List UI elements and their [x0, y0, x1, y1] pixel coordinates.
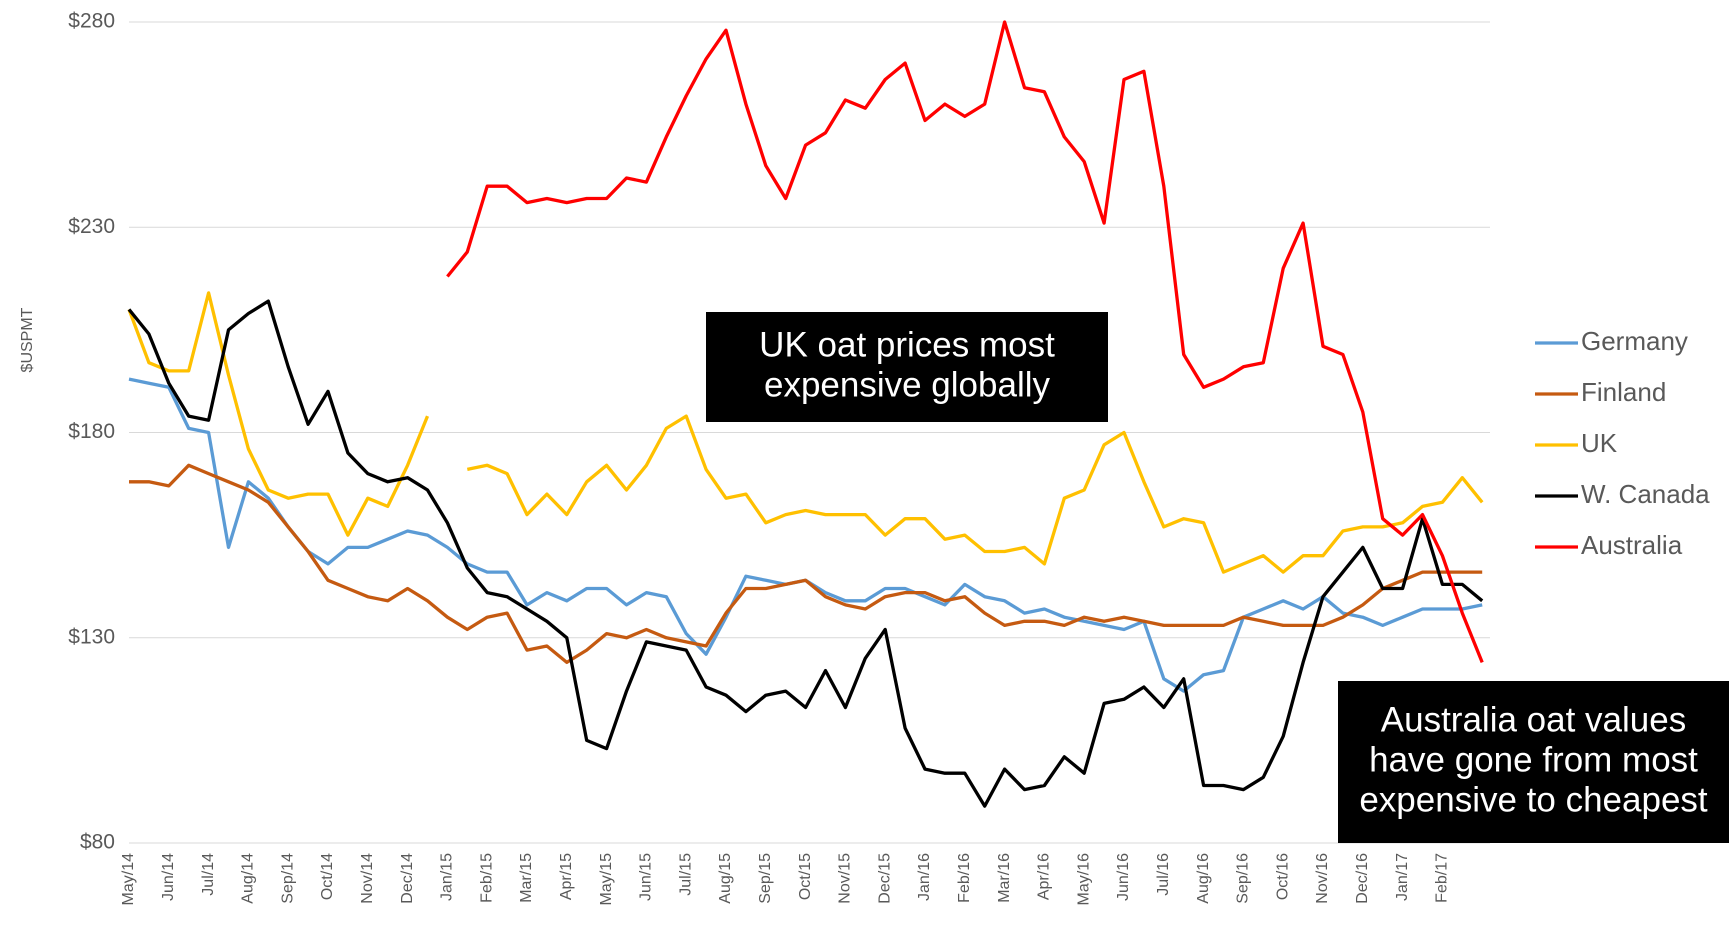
x-tick-label: Dec/14 — [399, 853, 416, 904]
x-tick-label: Dec/15 — [876, 853, 893, 904]
x-tick-label: Aug/14 — [240, 853, 257, 904]
x-tick-label: Feb/15 — [478, 853, 495, 903]
legend-item: Finland — [1535, 377, 1666, 407]
legend-label: UK — [1581, 428, 1618, 458]
x-tick-label: Apr/16 — [1036, 853, 1053, 900]
x-tick-label: Dec/16 — [1354, 853, 1371, 904]
annotation-text: expensive globally — [764, 365, 1051, 404]
annotation-text: expensive to cheapest — [1359, 780, 1708, 819]
series-line — [128, 377, 1483, 693]
x-tick-label: Nov/15 — [837, 853, 854, 904]
x-tick-label: May/16 — [1075, 853, 1092, 906]
x-tick-label: Jun/15 — [638, 853, 655, 901]
series-line — [129, 463, 1483, 665]
legend-item: W. Canada — [1535, 479, 1710, 509]
x-tick-label: Sep/15 — [757, 853, 774, 904]
legend-item: UK — [1535, 428, 1618, 458]
y-tick-label: $80 — [80, 831, 115, 854]
x-tick-label: Feb/17 — [1434, 853, 1451, 903]
y-tick-label: $130 — [68, 625, 115, 648]
x-tick-label: Jul/16 — [1155, 853, 1172, 896]
x-tick-label: Nov/16 — [1314, 853, 1331, 904]
x-tick-label: Apr/15 — [558, 853, 575, 900]
annotation-text: UK oat prices most — [759, 325, 1055, 364]
x-tick-label: Mar/15 — [518, 853, 535, 903]
x-tick-label: Oct/14 — [319, 853, 336, 900]
y-tick-label: $230 — [68, 215, 115, 238]
x-tick-label: Jul/14 — [200, 853, 217, 896]
series-line — [127, 291, 1484, 574]
x-tick-label: Jan/15 — [439, 853, 456, 901]
y-tick-label: $180 — [68, 420, 115, 443]
annotation-text: have gone from most — [1369, 740, 1698, 779]
x-tick-label: Feb/16 — [956, 853, 973, 903]
x-tick-label: Mar/16 — [996, 853, 1013, 903]
x-tick-label: Oct/16 — [1274, 853, 1291, 900]
legend-item: Australia — [1535, 530, 1683, 560]
x-tick-label: Oct/15 — [797, 853, 814, 900]
x-tick-label: Sep/16 — [1235, 853, 1252, 904]
x-tick-label: May/14 — [120, 853, 137, 906]
annotation-box — [1338, 681, 1729, 843]
x-tick-label: May/15 — [598, 853, 615, 906]
annotation-text: Australia oat values — [1381, 700, 1686, 739]
y-tick-label: $280 — [68, 10, 115, 33]
x-tick-label: Nov/14 — [359, 853, 376, 904]
series-line — [446, 20, 1484, 664]
annotation-box — [706, 312, 1108, 422]
x-tick-label: Jun/16 — [1115, 853, 1132, 901]
x-tick-label: Jan/16 — [916, 853, 933, 901]
series-line — [127, 299, 1484, 808]
y-axis-label: $USPMT — [19, 307, 36, 372]
x-tick-label: Sep/14 — [279, 853, 296, 904]
legend-label: W. Canada — [1581, 479, 1710, 509]
legend-label: Australia — [1581, 530, 1683, 560]
x-tick-label: Jun/14 — [160, 853, 177, 901]
x-tick-label: Jul/15 — [677, 853, 694, 896]
x-tick-label: Jan/17 — [1394, 853, 1411, 901]
legend-label: Finland — [1581, 377, 1666, 407]
legend-item: Germany — [1535, 326, 1688, 356]
x-tick-label: Aug/15 — [717, 853, 734, 904]
x-tick-label: Aug/16 — [1195, 853, 1212, 904]
legend-label: Germany — [1581, 326, 1688, 356]
